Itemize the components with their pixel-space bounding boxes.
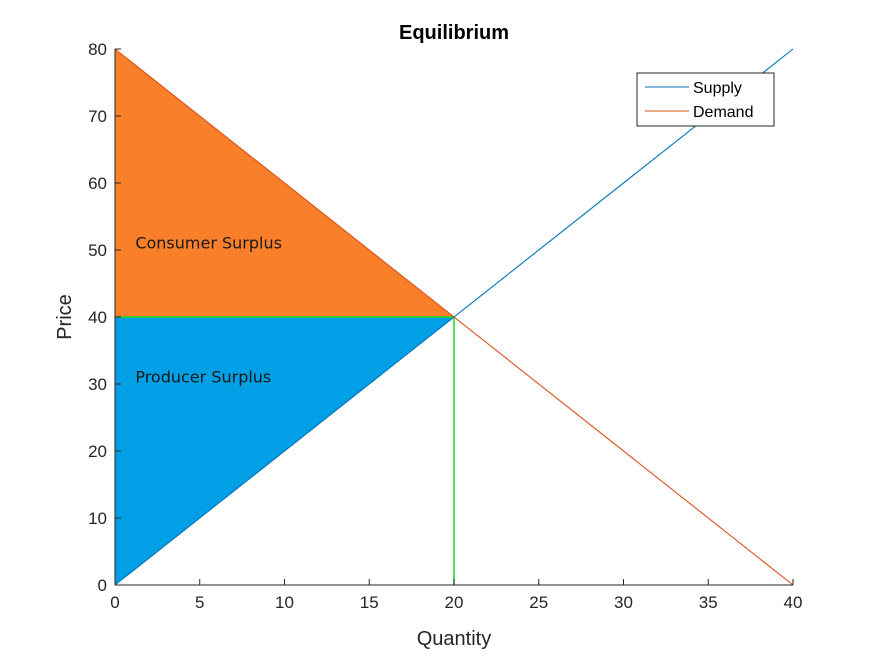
y-tick-label: 50	[88, 241, 107, 260]
x-tick-label: 15	[360, 593, 379, 612]
legend-label-supply: Supply	[693, 80, 742, 97]
legend-box	[636, 72, 775, 127]
x-axis-label: Quantity	[417, 628, 491, 650]
consumer-surplus-label: Consumer Surplus	[135, 233, 282, 252]
y-tick-label: 30	[88, 375, 107, 394]
x-tick-label: 5	[195, 593, 204, 612]
y-tick-label: 40	[88, 308, 107, 327]
x-tick-label: 0	[110, 593, 119, 612]
y-tick-label: 20	[88, 442, 107, 461]
demand-line	[114, 48, 794, 586]
y-tick-label: 0	[98, 576, 107, 595]
y-tick-label: 70	[88, 107, 107, 126]
y-tick-label: 80	[88, 40, 107, 59]
chart-title: Equilibrium	[399, 22, 509, 44]
x-tick-label: 35	[699, 593, 718, 612]
legend: Supply Demand	[636, 72, 775, 127]
producer-surplus-label: Producer Surplus	[135, 367, 271, 386]
x-tick-label: 10	[275, 593, 294, 612]
x-tick-label: 30	[614, 593, 633, 612]
x-tick-label: 20	[445, 593, 464, 612]
y-tick-label: 60	[88, 174, 107, 193]
y-tick-label: 10	[88, 509, 107, 528]
legend-label-demand: Demand	[693, 104, 753, 121]
x-tick-label: 40	[784, 593, 803, 612]
x-tick-label: 25	[529, 593, 548, 612]
y-axis-label: Price	[54, 294, 76, 340]
